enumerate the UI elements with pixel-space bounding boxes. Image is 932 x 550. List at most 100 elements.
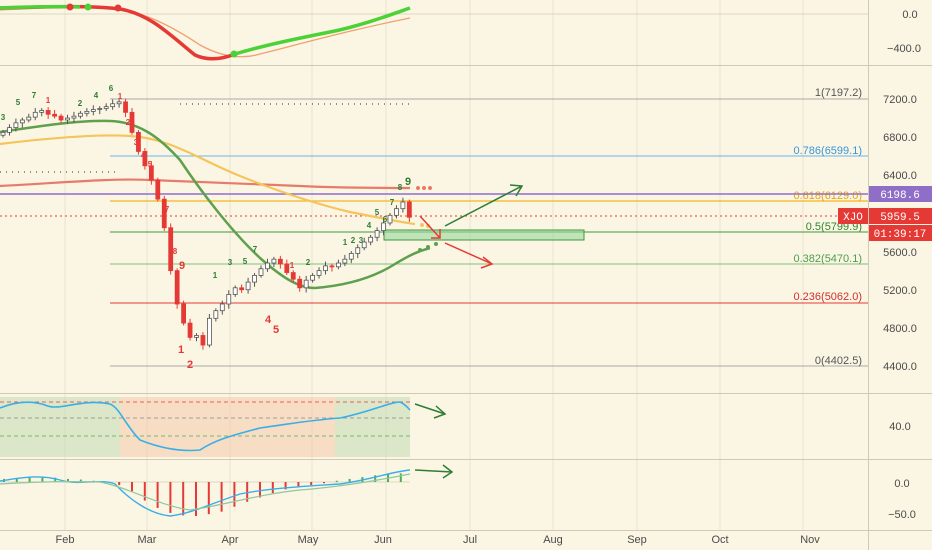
top-oscillator-dot [230, 50, 238, 58]
candle [374, 230, 380, 238]
setup-label: 1 [178, 344, 184, 356]
seq-count: 5 [148, 160, 153, 169]
seq-count: 1 [118, 92, 123, 101]
axis-tick: 0.0 [894, 478, 909, 490]
bearish-arrow-short [419, 215, 441, 239]
seq-count: 2 [126, 118, 131, 127]
axis-tick: Jun [374, 534, 392, 546]
axis-tick: Sep [627, 534, 647, 546]
candle [97, 108, 103, 110]
candle [310, 275, 316, 281]
candle [181, 303, 187, 324]
axis-tick: Mar [138, 534, 157, 546]
candle [226, 294, 232, 305]
macd-panel [0, 464, 454, 517]
sequential-counts: 3 5 7 1 2 4 6 1 2 3 4 5 7 8 1 3 5 7 1 2 … [1, 84, 411, 280]
rsi-shading-orange [120, 397, 335, 457]
fib-label-0786: 0.786(6599.1) [794, 145, 863, 157]
candle [323, 265, 328, 272]
candle [129, 111, 135, 133]
candle [187, 322, 193, 338]
macd-line [0, 469, 411, 517]
seq-count: 2 [306, 258, 311, 267]
price-axis: 0.0 −400.0 7200.0 6800.0 6400.0 5600.0 5… [838, 9, 932, 521]
candle [116, 101, 122, 105]
purple-price-tag [869, 186, 932, 202]
candle [32, 111, 38, 118]
axis-tick: 0.0 [902, 9, 917, 21]
top-oscillator-dot [114, 4, 122, 12]
seq-count: 4 [94, 91, 99, 100]
candle [265, 262, 270, 270]
candle [277, 258, 283, 265]
setup-label: 9 [179, 260, 185, 272]
candle [110, 103, 116, 108]
seq-count: 2 [78, 99, 83, 108]
axis-tick: 5200.0 [883, 285, 917, 297]
symbol-tag [838, 208, 868, 224]
current-price-label: 5959.5 [880, 212, 920, 224]
fib-label-0: 0(4402.5) [815, 355, 862, 367]
seq-count: 7 [253, 245, 258, 254]
bullish-arrow [444, 184, 524, 227]
seq-count: 5 [243, 257, 248, 266]
candle [206, 317, 212, 346]
candle [0, 131, 6, 136]
symbol-label: XJO [843, 212, 863, 224]
axis-tick: Nov [800, 534, 820, 546]
candle [406, 201, 412, 218]
fib-label-0618: 0.618(6129.0) [794, 190, 863, 202]
candle [200, 335, 206, 346]
axis-tick: 6400.0 [883, 170, 917, 182]
candle [78, 112, 83, 117]
axis-tick: −400.0 [887, 43, 921, 55]
purple-price-label: 6198.6 [880, 190, 920, 202]
medium-moving-average [0, 134, 416, 226]
candle [58, 115, 64, 121]
axis-tick: Apr [221, 534, 238, 546]
axis-tick: 6800.0 [883, 132, 917, 144]
candle [39, 110, 45, 113]
candle [26, 116, 32, 121]
candle [355, 247, 361, 254]
axis-tick: 4800.0 [883, 323, 917, 335]
candle [297, 278, 303, 289]
candle [155, 179, 161, 200]
candle [258, 268, 264, 276]
seq-count: 1 [290, 261, 295, 270]
candle [271, 258, 277, 264]
axis-tick: 7200.0 [883, 94, 917, 106]
top-oscillator-panel [0, 3, 868, 61]
short-moving-average [0, 119, 431, 290]
setup-label: 5 [273, 324, 279, 336]
rsi-shading-green-2 [335, 397, 410, 457]
candle [71, 115, 77, 119]
candle [329, 265, 335, 268]
candle [65, 117, 70, 121]
candle [213, 310, 219, 319]
candle [161, 198, 167, 229]
candle [400, 201, 406, 210]
seq-count: 8 [173, 247, 178, 256]
seq-count: 8 [398, 183, 403, 192]
seq-count: 3 [134, 138, 139, 147]
rsi-arrow [414, 403, 447, 419]
fib-label-0236: 0.236(5062.0) [794, 291, 863, 303]
candle [90, 109, 96, 112]
time-axis: Feb Mar Apr May Jun Jul Aug Sep Oct Nov [56, 534, 821, 546]
seq-count: 7 [390, 198, 395, 207]
countdown-label: 01:39:17 [874, 229, 927, 241]
candle [239, 287, 245, 291]
candle [290, 272, 296, 280]
seq-count: 5 [375, 208, 380, 217]
rsi-line [0, 401, 411, 452]
top-oscillator-dot [84, 3, 92, 11]
countdown-tag [869, 225, 932, 241]
seq-count: 1 [213, 271, 218, 280]
candle [84, 110, 90, 114]
axis-tick: Feb [56, 534, 75, 546]
axis-tick: −50.0 [888, 509, 916, 521]
candle [123, 101, 128, 113]
